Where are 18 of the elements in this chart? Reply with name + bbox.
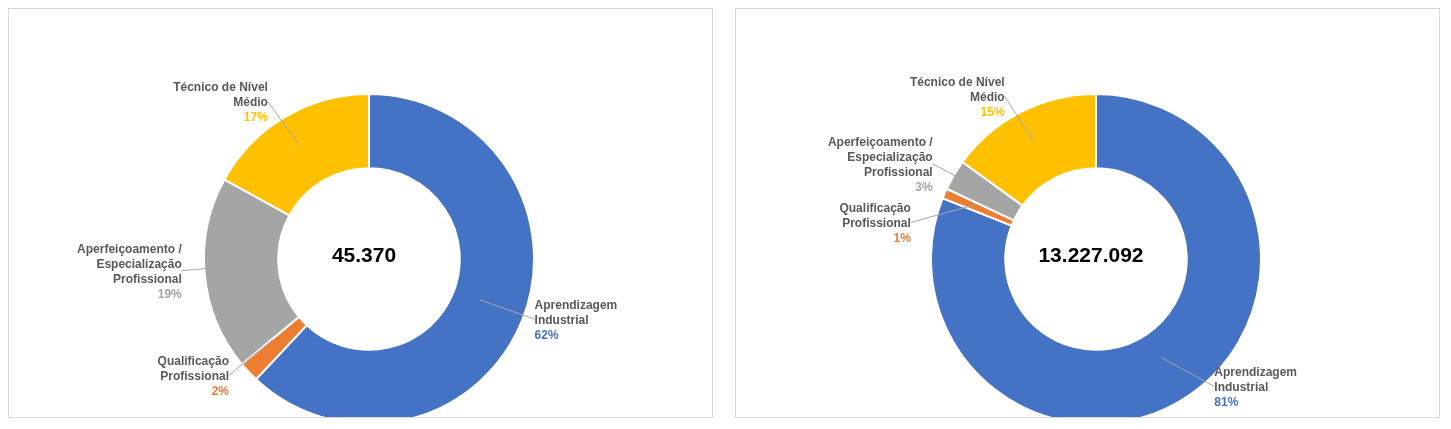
data-label: 1%	[893, 230, 912, 245]
data-label: 17%	[243, 110, 269, 125]
slice-label: Aperfeiçoamento / Especialização Profissional	[827, 134, 934, 179]
text: 13.227.092	[1038, 243, 1144, 266]
slice-label: Aprendizagem Industrial	[534, 297, 618, 327]
text: 45.370	[331, 243, 397, 266]
data-label: 2%	[211, 383, 230, 398]
data-label: 62%	[534, 327, 559, 342]
data-label: 3%	[915, 179, 933, 194]
slice-label: Aprendizagem Industrial	[1214, 365, 1298, 394]
slice-label: Técnico de Nível Médio	[173, 80, 268, 110]
slice-label: Técnico de Nível Médio	[909, 74, 1005, 104]
slice-label: Qualificação Profissional	[157, 353, 229, 383]
slice-label: Qualificação Profissional	[839, 200, 911, 230]
data-label: 19%	[157, 286, 183, 301]
data-label: 15%	[980, 104, 1005, 119]
slice-label: Aperfeiçoamento / Especialização Profissional	[77, 241, 183, 286]
data-label: 81%	[1214, 395, 1239, 409]
